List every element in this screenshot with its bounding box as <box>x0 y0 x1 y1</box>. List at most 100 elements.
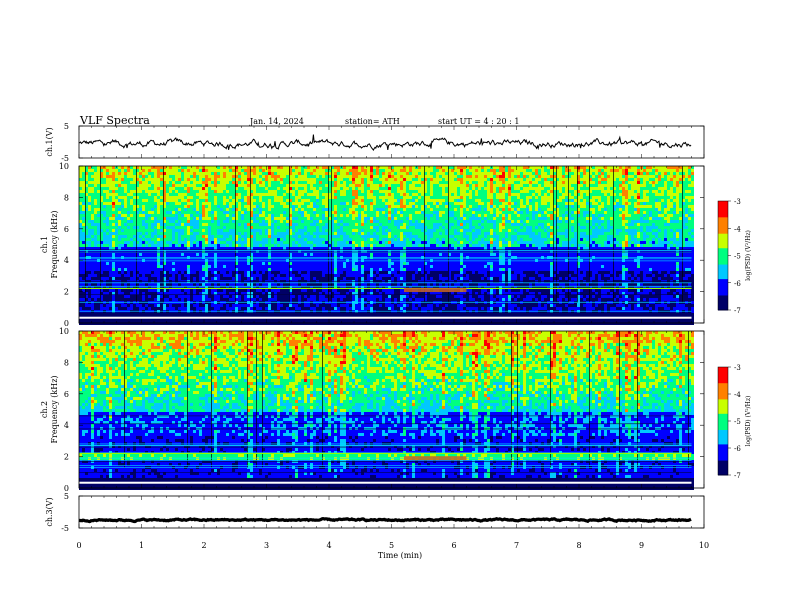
spectrogram-cell <box>166 220 169 223</box>
spectrogram-cell <box>124 169 127 172</box>
spectrogram-cell <box>304 319 307 322</box>
spectrogram-cell <box>304 277 307 280</box>
spectrogram-cell <box>133 190 136 193</box>
spectrogram-cell <box>238 178 241 181</box>
spectrogram-cell <box>172 322 175 325</box>
spectrogram-cell <box>316 274 319 277</box>
spectrogram-cell <box>301 271 304 274</box>
spectrogram-cell <box>112 187 115 190</box>
spectrogram-cell <box>304 271 307 274</box>
spectrogram-cell <box>127 199 130 202</box>
spectrogram-cell <box>133 187 136 190</box>
spectrogram-cell <box>295 244 298 247</box>
spectrogram-cell <box>190 220 193 223</box>
spectrogram-cell <box>241 289 244 292</box>
spectrogram-cell <box>313 274 316 277</box>
spectrogram-cell <box>322 298 325 301</box>
spectrogram-cell <box>193 214 196 217</box>
spectrogram-cell <box>352 193 355 196</box>
spectrogram-cell <box>337 211 340 214</box>
spectrogram-cell <box>82 298 85 301</box>
spectrogram-cell <box>202 262 205 265</box>
spectrogram-cell <box>205 265 208 268</box>
spectrogram-cell <box>160 241 163 244</box>
spectrogram-cell <box>349 199 352 202</box>
spectrogram-cell <box>295 166 298 169</box>
spectrogram-cell <box>247 223 250 226</box>
spectrogram-cell <box>172 238 175 241</box>
spectrogram-cell <box>229 277 232 280</box>
spectrogram-cell <box>94 199 97 202</box>
spectrogram-cell <box>169 319 172 322</box>
spectrogram-cell <box>178 235 181 238</box>
spectrogram-cell <box>175 268 178 271</box>
spectrogram-cell <box>241 262 244 265</box>
spectrogram-cell <box>247 187 250 190</box>
spectrogram-cell <box>241 211 244 214</box>
spectrogram-cell <box>91 223 94 226</box>
spectrogram-cell <box>112 262 115 265</box>
spectrogram-cell <box>169 196 172 199</box>
spectrogram-cell <box>271 313 274 316</box>
spectrogram-cell <box>121 220 124 223</box>
spectrogram-cell <box>283 241 286 244</box>
spectrogram-cell <box>142 172 145 175</box>
spectrogram-cell <box>199 211 202 214</box>
spectrogram-cell <box>352 211 355 214</box>
spectrogram-cell <box>190 268 193 271</box>
spectrogram-cell <box>352 181 355 184</box>
spectrogram-cell <box>256 253 259 256</box>
spectrogram-cell <box>214 214 217 217</box>
spectrogram-cell <box>79 253 82 256</box>
spectrogram-cell <box>343 166 346 169</box>
spectrogram-cell <box>160 196 163 199</box>
spectrogram-cell <box>352 244 355 247</box>
spectrogram-cell <box>325 184 328 187</box>
spectrogram-cell <box>274 214 277 217</box>
spectrogram-cell <box>304 190 307 193</box>
spectrogram-cell <box>208 277 211 280</box>
spectrogram-cell <box>223 235 226 238</box>
spectrogram-cell <box>154 265 157 268</box>
spectrogram-cell <box>217 268 220 271</box>
spectrogram-cell <box>208 208 211 211</box>
spectrogram-cell <box>118 193 121 196</box>
spectrogram-cell <box>154 274 157 277</box>
spectrogram-cell <box>286 202 289 205</box>
spectrogram-cell <box>181 211 184 214</box>
spectrogram-cell <box>130 214 133 217</box>
spectrogram-cell <box>286 259 289 262</box>
spectrogram-cell <box>121 205 124 208</box>
spectrogram-cell <box>139 220 142 223</box>
spectrogram-cell <box>145 319 148 322</box>
spectrogram-cell <box>277 298 280 301</box>
spectrogram-cell <box>229 229 232 232</box>
spectrogram-cell <box>268 223 271 226</box>
spectrogram-cell <box>229 265 232 268</box>
spectrogram-cell <box>349 304 352 307</box>
spectrogram-cell <box>256 235 259 238</box>
spectrogram-cell <box>106 235 109 238</box>
spectrogram-cell <box>223 178 226 181</box>
spectrogram-cell <box>325 175 328 178</box>
spectrogram-cell <box>343 187 346 190</box>
spectrogram-cell <box>130 262 133 265</box>
spectrogram-cell <box>295 199 298 202</box>
spectrogram-cell <box>109 205 112 208</box>
spectrogram-cell <box>103 244 106 247</box>
spectrogram-cell <box>169 190 172 193</box>
spectrogram-cell <box>340 202 343 205</box>
spectrogram-cell <box>88 238 91 241</box>
spectrogram-cell <box>310 319 313 322</box>
spectrogram-cell <box>154 205 157 208</box>
spectrogram-cell <box>253 178 256 181</box>
spectrogram-cell <box>118 199 121 202</box>
spectrogram-cell <box>97 223 100 226</box>
spectrogram-cell <box>82 274 85 277</box>
spectrogram-cell <box>280 193 283 196</box>
spectrogram-cell <box>115 262 118 265</box>
spectrogram-cell <box>346 304 349 307</box>
spectrogram-cell <box>214 199 217 202</box>
spectrogram-cell <box>205 208 208 211</box>
